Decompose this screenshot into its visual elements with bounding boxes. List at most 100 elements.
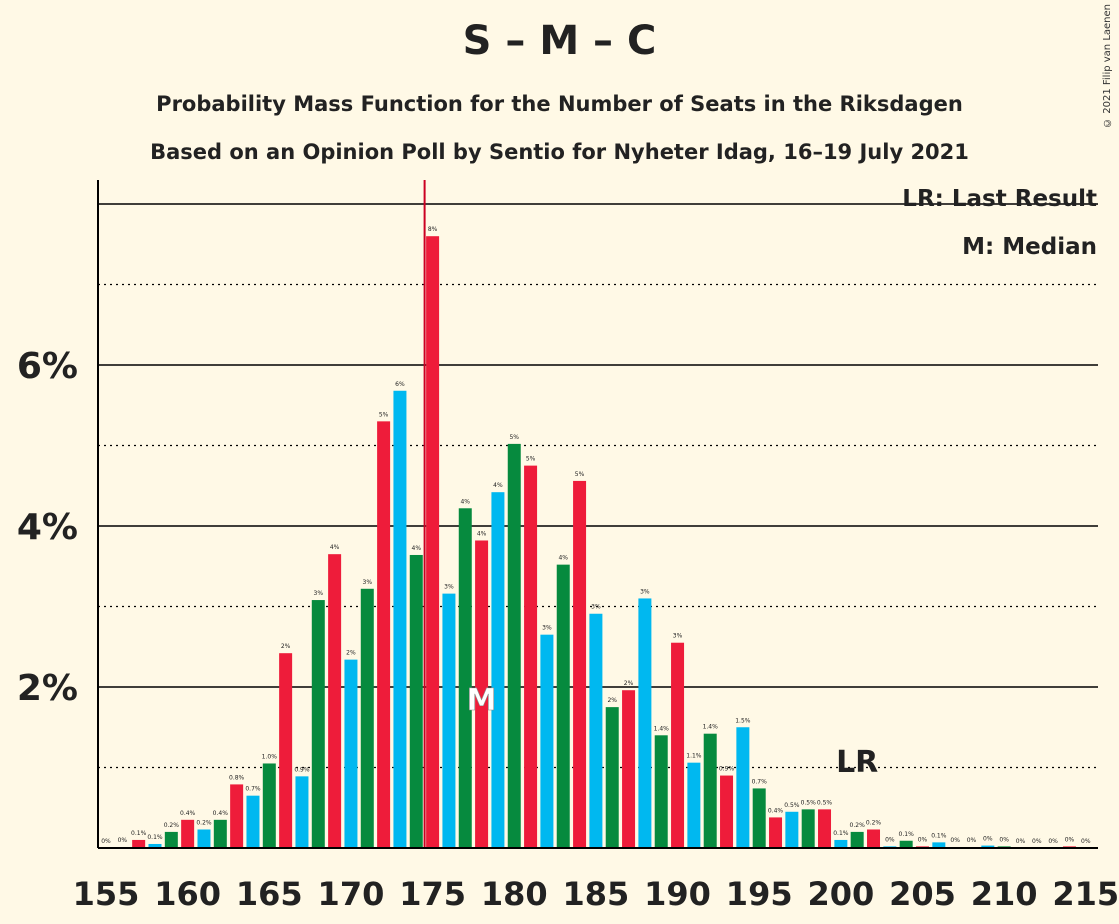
median-marker: M	[467, 683, 497, 718]
x-tick-label: 160	[154, 875, 221, 913]
bar-163	[230, 784, 244, 848]
x-tick-label: 190	[644, 875, 711, 913]
data-label: 4%	[558, 555, 568, 562]
y-tick-label: 4%	[17, 507, 78, 548]
bar-165	[262, 763, 276, 848]
data-label: 4%	[412, 545, 422, 552]
data-label: 0%	[999, 836, 1009, 843]
bar-157	[132, 839, 146, 848]
data-label: 0%	[1081, 838, 1091, 845]
data-label: 3%	[314, 590, 324, 597]
x-tick-label: 175	[399, 875, 466, 913]
bar-171	[360, 588, 374, 848]
data-label: 0%	[1048, 838, 1058, 845]
data-label: 0.5%	[784, 802, 800, 809]
data-label: 0.9%	[294, 766, 310, 773]
data-label: 0%	[118, 837, 128, 844]
data-label: 0.4%	[768, 807, 784, 814]
bar-159	[164, 831, 178, 848]
data-label: 5%	[575, 471, 585, 478]
data-label: 0.1%	[899, 831, 915, 838]
data-label: 3%	[363, 579, 373, 586]
bar-174	[409, 554, 423, 848]
data-label: 3%	[673, 633, 683, 640]
data-label: 4%	[460, 498, 470, 505]
bar-195	[752, 788, 766, 848]
data-label: 2%	[281, 643, 291, 650]
chart-subtitle-source: Based on an Opinion Poll by Sentio for N…	[150, 140, 969, 164]
data-label: 1.4%	[654, 725, 670, 732]
bar-206	[932, 842, 946, 848]
bar-185	[589, 613, 603, 848]
bar-188	[638, 598, 652, 848]
data-label: 0.9%	[719, 766, 735, 773]
data-label: 5%	[526, 456, 536, 463]
bar-197	[785, 811, 799, 848]
data-label: 0%	[950, 837, 960, 844]
x-tick-label: 180	[481, 875, 548, 913]
bar-192	[703, 733, 717, 848]
data-label: 6%	[395, 381, 405, 388]
data-label: 0%	[983, 836, 993, 843]
x-tick-label: 155	[73, 875, 140, 913]
data-label: 3%	[444, 584, 454, 591]
data-label: 3%	[591, 604, 601, 611]
bar-191	[687, 762, 701, 848]
data-label: 0.2%	[850, 822, 866, 829]
y-tick-label: 2%	[17, 668, 78, 709]
bar-169	[328, 554, 342, 848]
x-tick-label: 165	[236, 875, 303, 913]
bar-183	[556, 564, 570, 848]
data-label: 0.8%	[229, 774, 245, 781]
data-label: 2%	[624, 680, 634, 687]
bar-202	[867, 829, 881, 848]
bar-196	[769, 817, 783, 848]
bar-189	[654, 735, 668, 848]
data-label: 0.1%	[833, 830, 849, 837]
bar-187	[622, 690, 636, 848]
data-label: 8%	[428, 226, 438, 233]
bar-186	[605, 707, 619, 848]
data-label: 0%	[918, 836, 928, 843]
data-label: 0%	[967, 837, 977, 844]
data-label: 0%	[1016, 838, 1026, 845]
bar-176	[442, 593, 456, 848]
bar-184	[573, 480, 587, 848]
data-label: 0%	[101, 838, 111, 845]
bar-162	[213, 819, 227, 848]
data-label: 0.7%	[752, 778, 768, 785]
bar-166	[279, 653, 293, 848]
chart-title: S – M – C	[462, 18, 657, 64]
data-label: 1.0%	[262, 753, 278, 760]
data-label: 0.4%	[180, 810, 196, 817]
bar-190	[671, 642, 685, 848]
last-result-marker: LR	[836, 745, 878, 780]
data-label: 5%	[379, 411, 389, 418]
bar-182	[540, 634, 554, 848]
x-tick-label: 195	[726, 875, 793, 913]
data-label: 0.4%	[213, 810, 229, 817]
data-label: 0.2%	[866, 819, 882, 826]
bar-178	[475, 540, 489, 848]
bar-204	[899, 840, 913, 848]
bar-200	[834, 839, 848, 848]
x-tick-label: 205	[889, 875, 956, 913]
data-label: 2%	[346, 650, 356, 657]
bar-193	[720, 775, 734, 848]
data-label: 5%	[509, 434, 519, 441]
data-label: 0.2%	[164, 822, 180, 829]
data-label: 4%	[493, 482, 503, 489]
bar-194	[736, 727, 750, 848]
bar-173	[393, 390, 407, 848]
data-label: 0.5%	[817, 799, 833, 806]
data-label: 0.1%	[131, 830, 147, 837]
bar-160	[181, 819, 195, 848]
data-label: 0%	[1065, 836, 1075, 843]
bar-175	[426, 236, 440, 848]
bar-209	[981, 845, 995, 848]
bar-164	[246, 795, 260, 848]
bar-167	[295, 776, 309, 848]
data-label: 0.1%	[931, 832, 947, 839]
data-label: 0.7%	[245, 786, 261, 793]
